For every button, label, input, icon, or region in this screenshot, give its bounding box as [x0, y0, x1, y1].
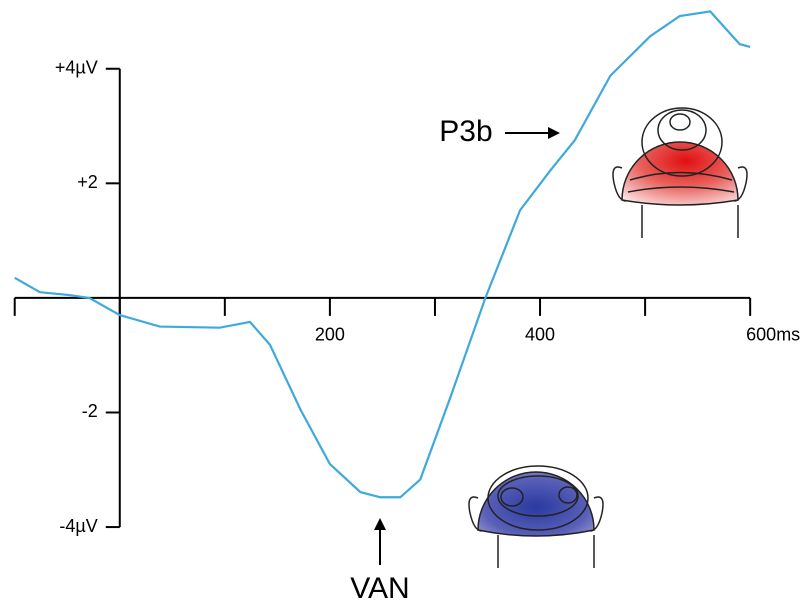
- topomap-van: [468, 465, 604, 568]
- y-tick-label: +4µV: [55, 57, 98, 77]
- x-tick-label: 200: [315, 325, 345, 345]
- annotation: P3b: [439, 115, 492, 148]
- arrowhead: [548, 127, 560, 139]
- erp-line: [14, 10, 751, 499]
- x-tick-label: 400: [525, 325, 555, 345]
- x-tick-label: 600ms: [746, 325, 800, 345]
- y-tick-label: +2: [77, 172, 98, 192]
- annotation: VAN: [350, 572, 409, 605]
- y-tick-label: -2: [82, 401, 98, 421]
- arrowhead: [374, 518, 386, 530]
- y-tick-label: -4µV: [59, 516, 97, 536]
- topomap-p3b: [612, 107, 748, 238]
